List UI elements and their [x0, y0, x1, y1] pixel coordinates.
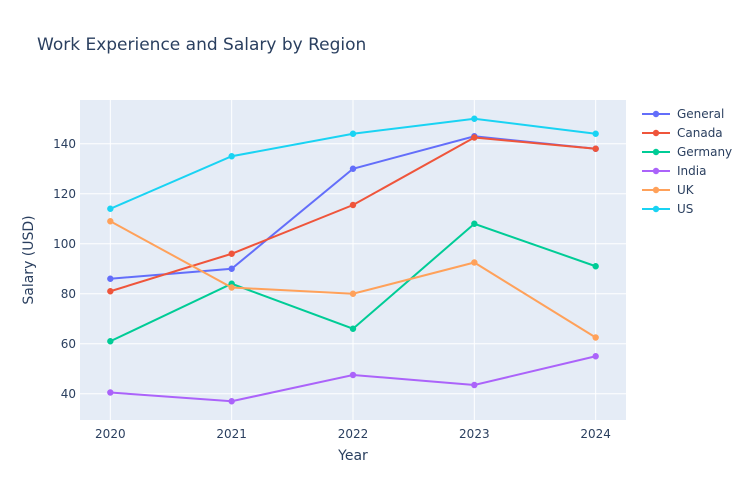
- data-point: [107, 218, 114, 225]
- data-point: [349, 290, 357, 297]
- data-point: [471, 134, 478, 141]
- data-point: [107, 205, 114, 212]
- data-point: [471, 220, 478, 227]
- y-tick-label: 80: [61, 287, 76, 301]
- data-point: [592, 353, 599, 360]
- y-tick-label: 120: [53, 187, 76, 201]
- data-point: [349, 201, 357, 209]
- data-point: [228, 398, 235, 405]
- data-point: [107, 275, 114, 282]
- legend-item[interactable]: India: [642, 164, 706, 178]
- data-point: [592, 130, 599, 137]
- legend-label: Canada: [677, 126, 723, 140]
- data-point: [592, 145, 599, 152]
- legend-label: US: [677, 202, 693, 216]
- data-point: [592, 263, 599, 270]
- legend-swatch-marker: [652, 148, 660, 156]
- y-axis-ticks: 40 60 80 100 120 140: [53, 137, 76, 401]
- data-point: [228, 265, 235, 272]
- legend-swatch-marker: [652, 186, 660, 194]
- y-tick-label: 140: [53, 137, 76, 151]
- data-point: [349, 165, 357, 172]
- series-uk: [107, 218, 599, 341]
- y-tick-label: 40: [61, 387, 76, 401]
- legend-label: India: [677, 164, 706, 178]
- x-tick-label: 2020: [95, 427, 126, 441]
- data-point: [471, 381, 478, 389]
- legend-swatch-marker: [652, 205, 660, 213]
- data-point: [228, 250, 235, 257]
- data-point: [107, 389, 114, 396]
- data-point: [228, 284, 235, 291]
- x-axis-ticks: 2020 2021 2022 2023 2024: [95, 427, 611, 441]
- data-point: [349, 371, 357, 379]
- x-tick-label: 2022: [338, 427, 369, 441]
- data-point: [592, 334, 599, 341]
- legend-label: Germany: [677, 145, 732, 159]
- legend: General Canada Germany India UK US: [642, 107, 732, 216]
- y-axis-title: Salary (USD): [21, 215, 37, 304]
- data-point: [471, 259, 478, 266]
- data-point: [228, 153, 235, 160]
- data-point: [107, 338, 114, 345]
- legend-swatch-marker: [652, 129, 660, 137]
- chart-title: Work Experience and Salary by Region: [37, 35, 366, 55]
- legend-swatch-marker: [652, 167, 660, 175]
- series-group: [107, 115, 599, 405]
- data-point: [107, 288, 114, 295]
- data-point: [349, 325, 357, 332]
- legend-label: UK: [677, 183, 695, 197]
- legend-item[interactable]: General: [642, 107, 724, 121]
- legend-item[interactable]: UK: [642, 183, 695, 197]
- legend-label: General: [677, 107, 724, 121]
- y-tick-label: 100: [53, 237, 76, 251]
- y-tick-label: 60: [61, 337, 76, 351]
- series-india: [107, 353, 599, 405]
- data-point: [471, 115, 478, 122]
- legend-item[interactable]: US: [642, 202, 693, 216]
- x-tick-label: 2021: [216, 427, 247, 441]
- x-tick-label: 2024: [580, 427, 611, 441]
- legend-swatch-marker: [652, 110, 660, 118]
- legend-item[interactable]: Germany: [642, 145, 732, 159]
- series-us: [107, 115, 599, 212]
- data-point: [349, 130, 357, 137]
- x-tick-label: 2023: [459, 427, 490, 441]
- x-axis-title: Year: [337, 448, 368, 464]
- legend-item[interactable]: Canada: [642, 126, 723, 140]
